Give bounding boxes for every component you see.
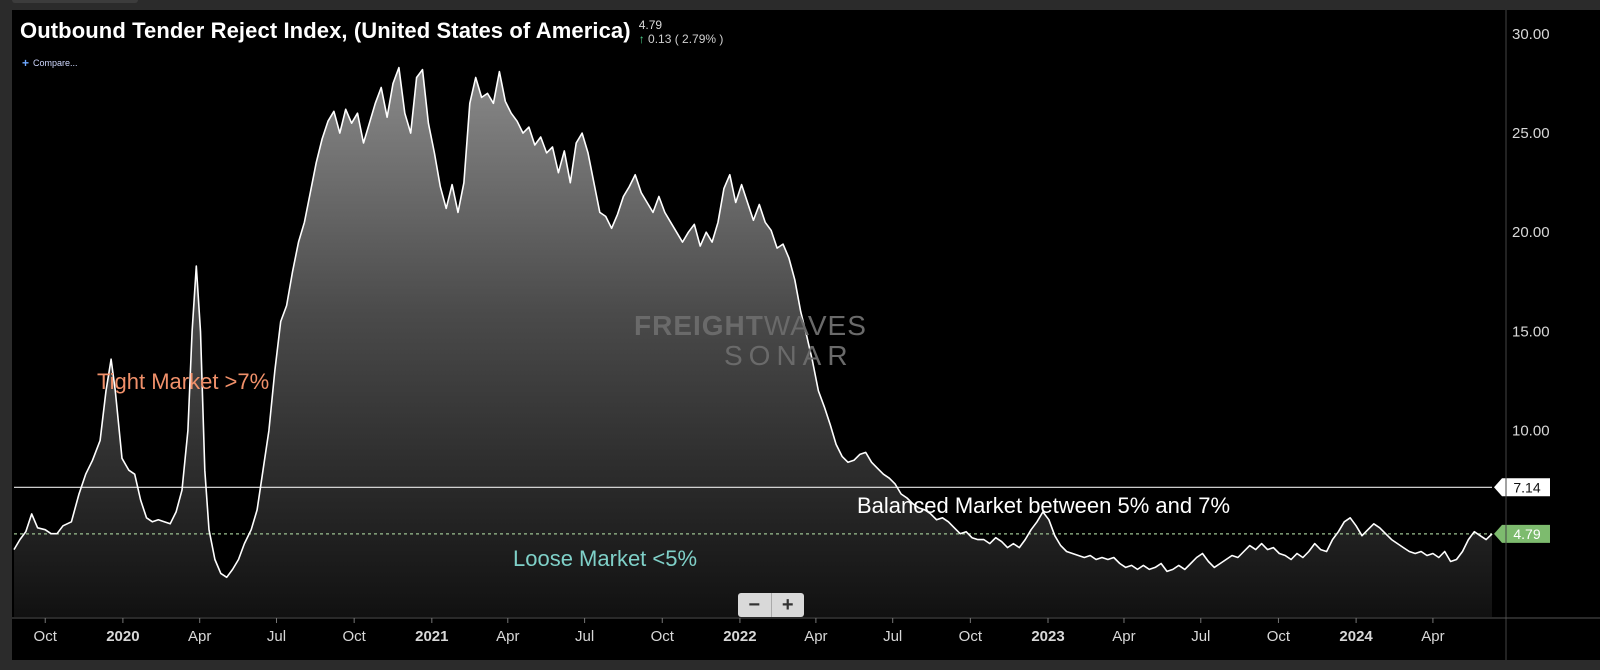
reference-badge <box>1494 478 1550 497</box>
quote-last-value: 4.79 <box>638 18 663 32</box>
series-area <box>14 67 1492 618</box>
y-tick-label: 30.00 <box>1512 26 1550 43</box>
chart-svg: 7.14 4.79 10.00 15.00 20.00 25.00 30.00 Oct 202… <box>12 10 1600 660</box>
x-tick-label: Jul <box>1191 628 1210 645</box>
zoom-controls: − + <box>738 593 804 617</box>
x-tick-label: Oct <box>959 628 983 645</box>
zoom-in-button[interactable]: + <box>781 593 794 616</box>
compare-label: Compare... <box>33 58 78 68</box>
annotation-tight-market: Tight Market >7% <box>97 369 270 394</box>
arrow-up-icon: ↑ <box>638 32 645 46</box>
annotation-loose-market: Loose Market <5% <box>513 546 698 571</box>
y-tick-label: 10.00 <box>1512 423 1550 440</box>
quote-change: 0.13 ( 2.79% ) <box>648 32 724 46</box>
top-tab-handle[interactable] <box>12 0 138 3</box>
plus-icon: + <box>22 56 30 70</box>
compare-button[interactable]: + Compare... <box>22 56 78 70</box>
annotation-balanced-market: Balanced Market between 5% and 7% <box>857 493 1231 518</box>
chart-title: Outbound Tender Reject Index, (United St… <box>20 18 631 43</box>
series-line <box>13 66 1493 579</box>
x-tick-label: 2023 <box>1031 628 1064 645</box>
x-tick-label: Apr <box>1421 628 1444 645</box>
watermark-waves: WAVES <box>763 310 867 341</box>
x-tick-label: 2022 <box>723 628 756 645</box>
y-tick-label: 20.00 <box>1512 224 1550 241</box>
x-tick-label: Oct <box>1267 628 1291 645</box>
x-tick-label: Apr <box>1112 628 1135 645</box>
watermark-sonar: SONAR <box>724 340 854 371</box>
x-tick-label: 2021 <box>415 628 448 645</box>
watermark-logo: FREIGHTWAVES <box>634 310 867 342</box>
chart-frame: 7.14 4.79 10.00 15.00 20.00 25.00 30.00 Oct 202… <box>12 10 1600 660</box>
x-tick-label: Apr <box>804 628 827 645</box>
x-tick-label: Apr <box>496 628 519 645</box>
watermark-freight: FREIGHT <box>634 310 764 341</box>
reference-label: 7.14 <box>1513 479 1540 495</box>
chart-header: Outbound Tender Reject Index, (United St… <box>20 18 723 46</box>
x-tick-label: Jul <box>575 628 594 645</box>
x-tick-label: Oct <box>651 628 675 645</box>
x-tick-label: Jul <box>883 628 902 645</box>
zoom-out-button[interactable]: − <box>738 593 772 617</box>
y-tick-label: 15.00 <box>1512 323 1550 340</box>
x-tick-label: 2020 <box>106 628 139 645</box>
x-tick-label: Oct <box>34 628 58 645</box>
last-value-badge <box>1494 524 1550 543</box>
x-tick-label: Jul <box>267 628 286 645</box>
x-tick-label: 2024 <box>1339 628 1373 645</box>
x-tick-label: Oct <box>342 628 366 645</box>
x-tick-label: Apr <box>188 628 211 645</box>
last-value-label: 4.79 <box>1513 526 1540 542</box>
y-tick-label: 25.00 <box>1512 125 1550 142</box>
quote-block: 4.79 ↑ 0.13 ( 2.79% ) <box>639 18 724 46</box>
